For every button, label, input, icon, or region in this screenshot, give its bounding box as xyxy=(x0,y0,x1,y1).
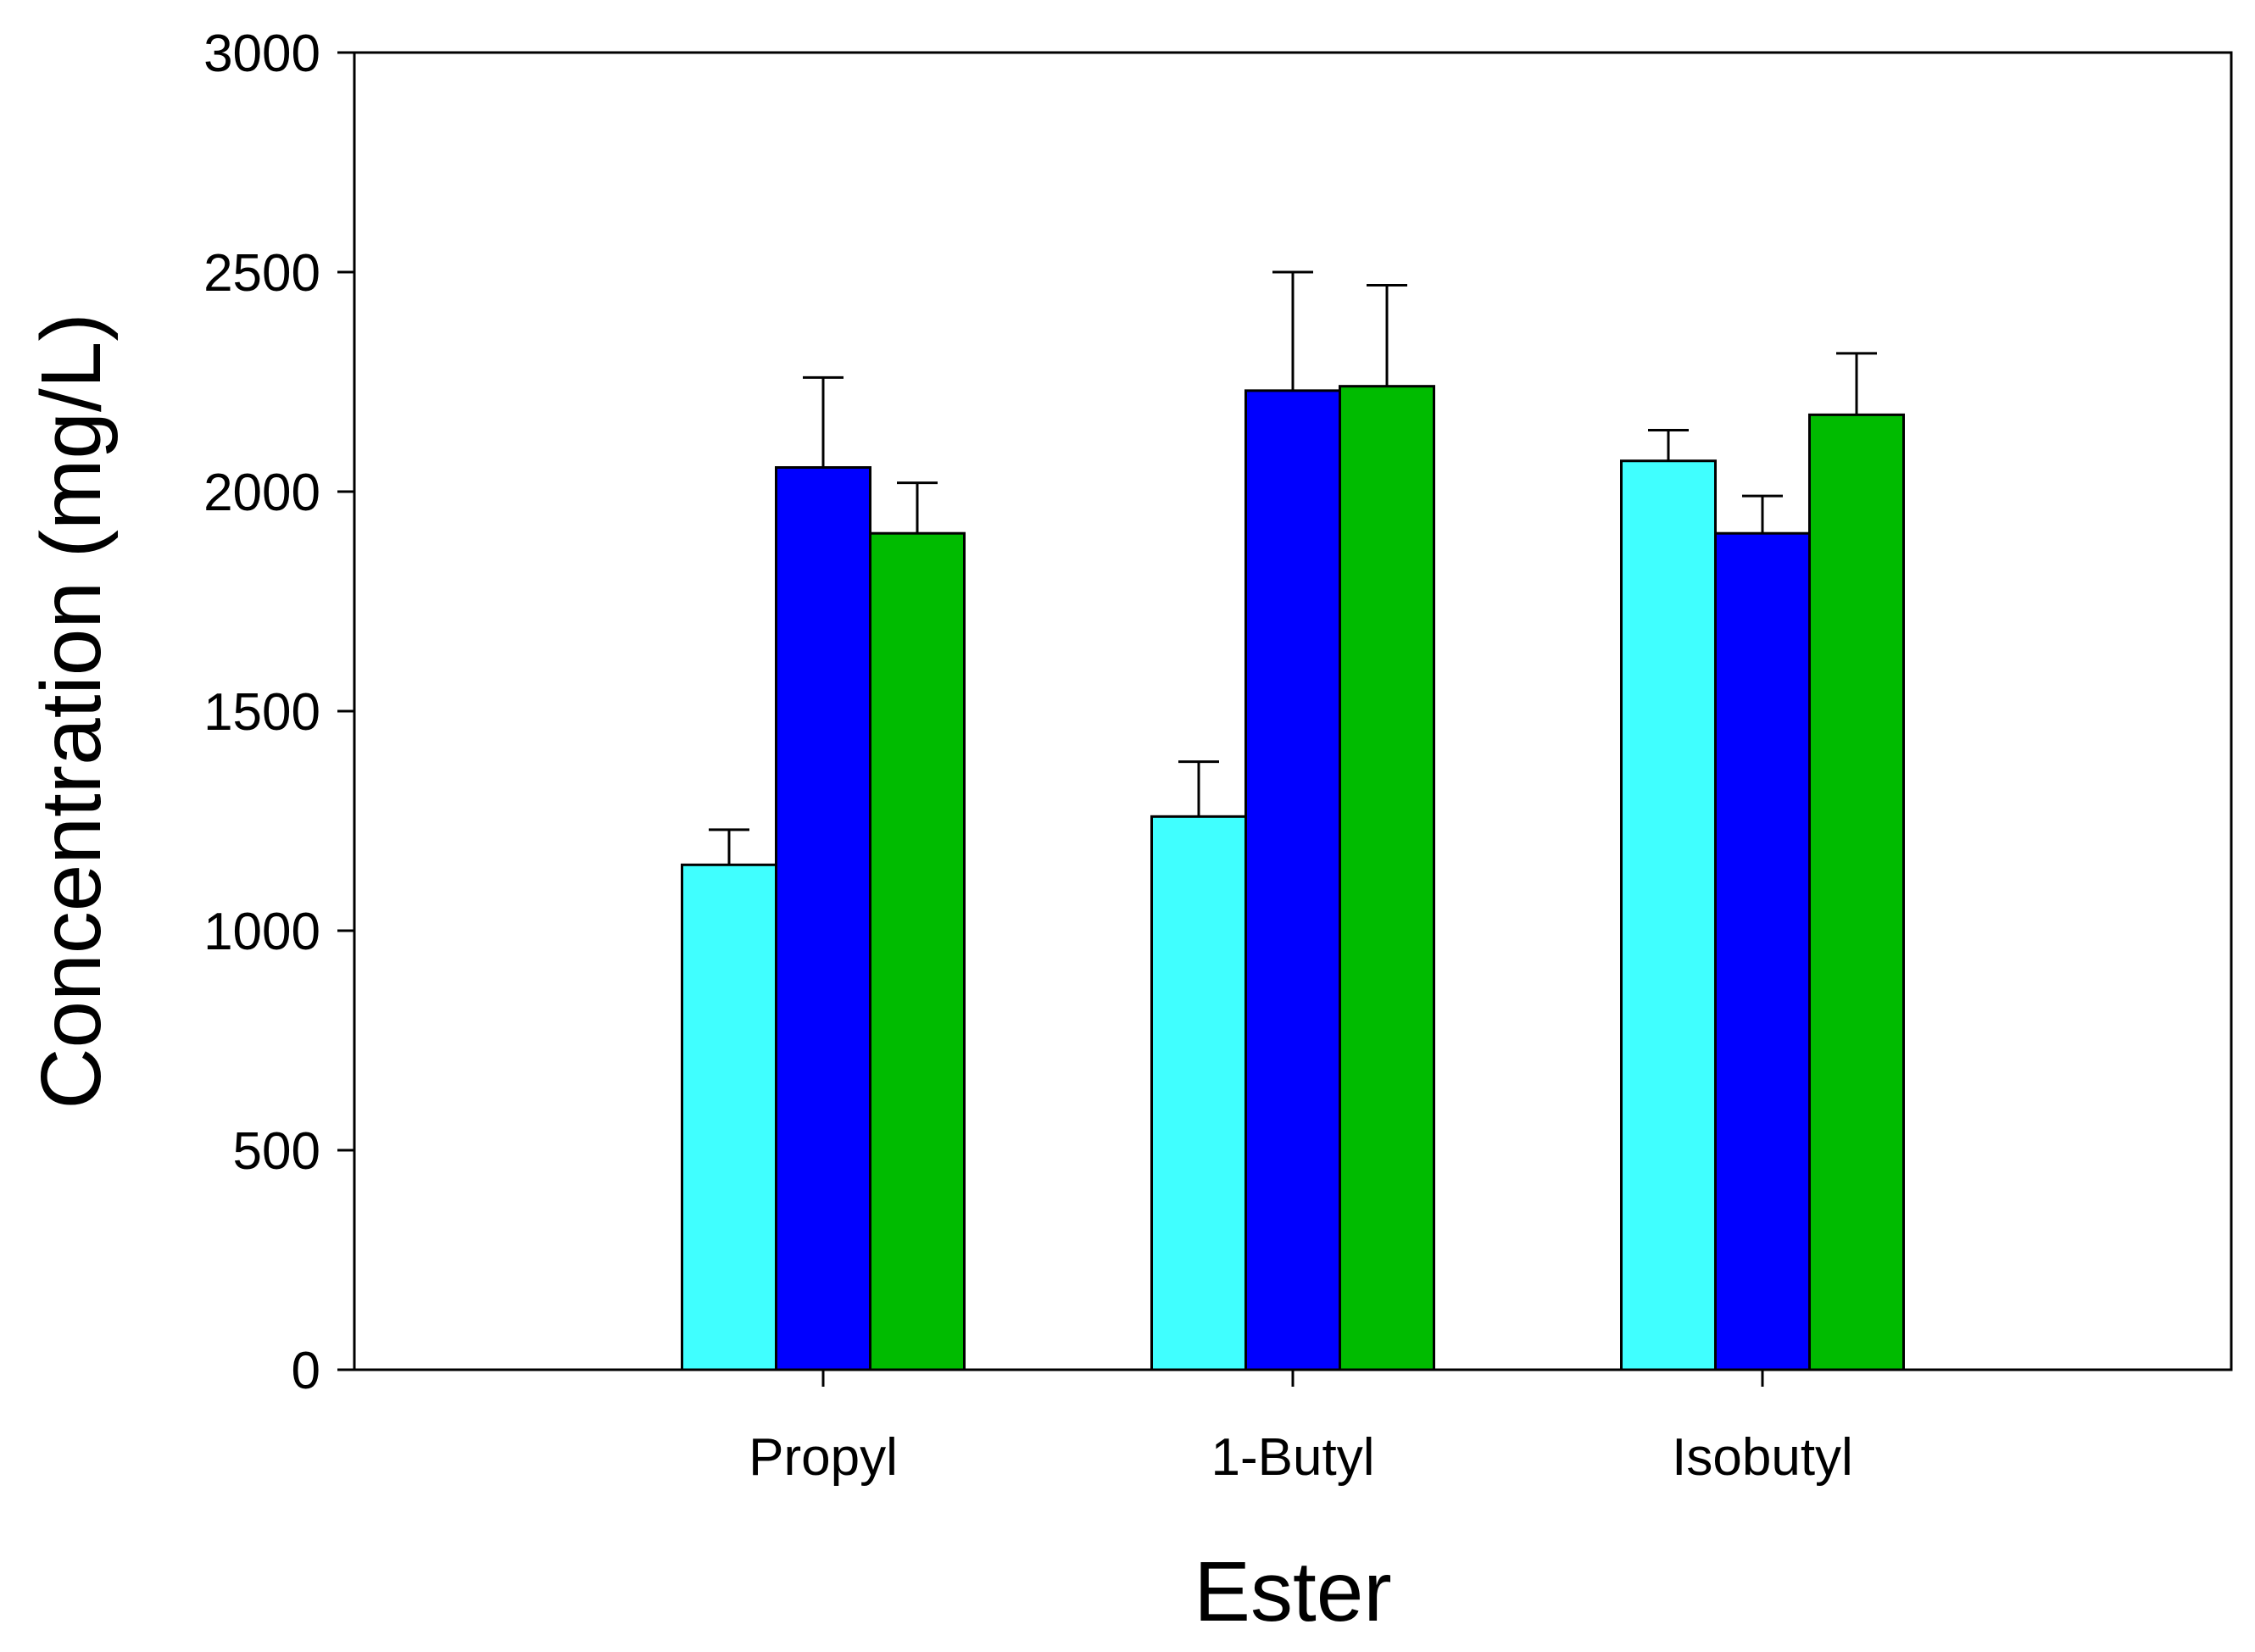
bars xyxy=(681,270,1905,1371)
y-axis-title: Concentration (mg/L) xyxy=(24,313,119,1109)
bar-propyl-series-1 xyxy=(681,863,777,1371)
bar-1-butyl-series-1 xyxy=(1150,815,1247,1371)
x-tick-label-1-butyl: 1-Butyl xyxy=(1211,1428,1375,1487)
bar-propyl-series-2 xyxy=(775,466,871,1371)
bar-isobutyl-series-3 xyxy=(1808,413,1905,1371)
bar-1-butyl-series-3 xyxy=(1339,385,1435,1371)
x-axis-title: Ester xyxy=(1194,1544,1391,1639)
bar-isobutyl-series-2 xyxy=(1714,531,1811,1371)
x-tick-label-isobutyl: Isobutyl xyxy=(1672,1428,1853,1487)
y-tick-label-500: 500 xyxy=(233,1122,320,1181)
bar-isobutyl-series-1 xyxy=(1620,459,1717,1371)
y-tick-label-1500: 1500 xyxy=(203,683,320,742)
y-tick-label-1000: 1000 xyxy=(203,903,320,961)
y-tick-label-2500: 2500 xyxy=(203,244,320,303)
x-axis: Propyl 1-Butyl Isobutyl xyxy=(749,1370,1853,1487)
y-tick-label-0: 0 xyxy=(292,1342,320,1400)
bar-propyl-series-3 xyxy=(869,531,966,1371)
bar-1-butyl-series-2 xyxy=(1244,389,1341,1371)
y-tick-label-3000: 3000 xyxy=(203,25,320,83)
y-tick-label-2000: 2000 xyxy=(203,464,320,522)
y-axis: 0 500 1000 1500 2000 2500 3000 xyxy=(203,25,354,1400)
x-tick-label-propyl: Propyl xyxy=(749,1428,898,1487)
